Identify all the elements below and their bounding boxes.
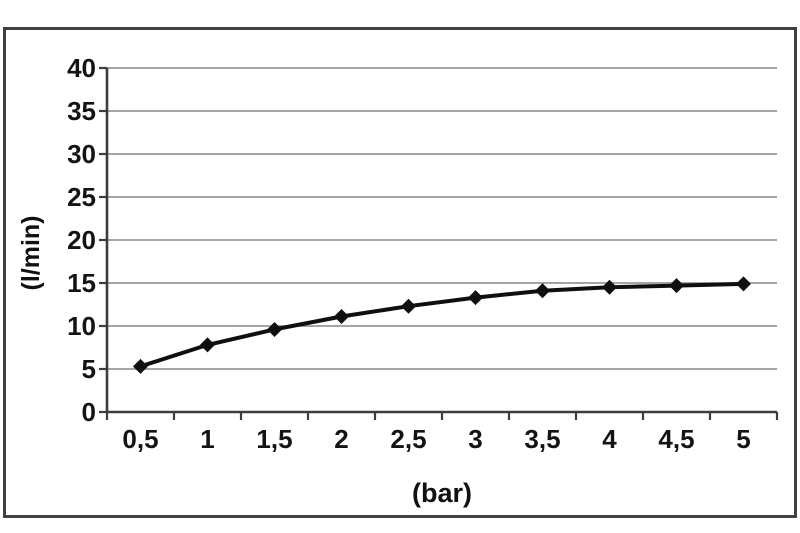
data-point-marker xyxy=(602,279,617,295)
x-tick-label: 0,5 xyxy=(122,424,159,454)
y-tick-label: 40 xyxy=(67,53,96,83)
y-tick-label: 35 xyxy=(67,96,96,126)
x-axis-title: (bar) xyxy=(412,478,472,508)
chart-outer-border xyxy=(3,27,797,518)
x-tick-label: 2 xyxy=(334,424,349,454)
y-tick-label: 15 xyxy=(67,268,96,298)
data-point-marker xyxy=(401,298,416,314)
flow-rate-series-line xyxy=(138,281,746,369)
data-point-marker xyxy=(736,276,751,292)
x-tick-label: 4 xyxy=(602,424,617,454)
x-tick-label: 1,5 xyxy=(256,424,293,454)
x-tick-label: 5 xyxy=(736,424,751,454)
x-tick-label: 3 xyxy=(468,424,483,454)
y-tick-label: 10 xyxy=(67,311,96,341)
data-point-marker xyxy=(468,290,483,306)
data-point-marker xyxy=(200,337,215,353)
y-tick-label: 0 xyxy=(81,397,96,427)
data-point-marker xyxy=(267,321,282,337)
data-point-marker xyxy=(535,283,550,299)
x-tick-label: 3,5 xyxy=(524,424,561,454)
y-tick-label: 20 xyxy=(67,225,96,255)
data-point-marker xyxy=(334,309,349,325)
data-point-marker xyxy=(669,278,684,294)
data-point-marker xyxy=(133,358,148,374)
y-axis-title: (l/min) xyxy=(17,215,45,291)
y-tick-label: 5 xyxy=(81,354,96,384)
x-tick-label: 1 xyxy=(200,424,215,454)
x-tick-label: 2,5 xyxy=(390,424,427,454)
y-tick-label: 30 xyxy=(67,139,96,169)
y-tick-label: 25 xyxy=(67,182,96,212)
x-tick-label: 4,5 xyxy=(658,424,695,454)
